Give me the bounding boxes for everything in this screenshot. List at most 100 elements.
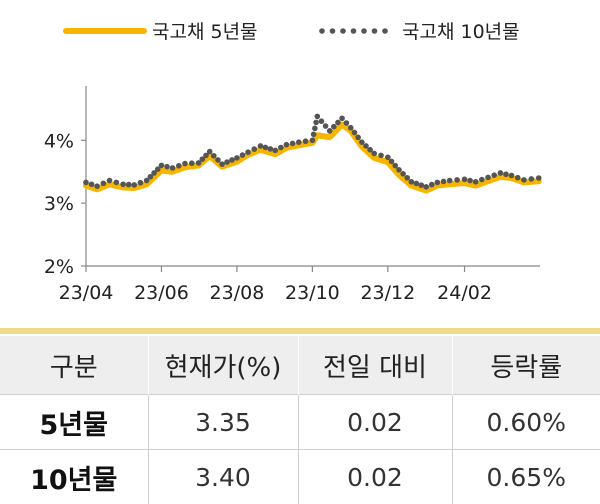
series-dot-10y: [423, 184, 429, 190]
series-dot-10y: [396, 167, 402, 173]
series-dot-10y: [472, 178, 479, 185]
series-dot-10y: [326, 128, 333, 134]
legend-swatch-10y: [371, 28, 378, 34]
price-10y: 3.40: [148, 449, 299, 504]
rate-5y: 0.60%: [452, 394, 600, 450]
y-tick-label: 2%: [44, 256, 74, 278]
series-dot-10y: [485, 174, 491, 181]
series-dot-10y: [521, 177, 527, 183]
legend-label-10y: 국고채 10년물: [402, 21, 520, 43]
series-dot-10y: [514, 174, 521, 181]
series-dot-10y: [479, 176, 485, 183]
series-dot-10y: [508, 172, 515, 179]
series-dot-10y: [94, 183, 100, 189]
series-dot-10y: [182, 160, 188, 167]
series-dot-10y: [175, 162, 182, 169]
series-dot-10y: [100, 180, 107, 187]
series-dot-10y: [385, 154, 391, 161]
series-dot-10y: [343, 120, 350, 126]
rate-10y: 0.65%: [452, 449, 600, 504]
series-dot-10y: [367, 146, 373, 153]
series-dot-10y: [318, 118, 325, 125]
table-row-10y: 10년물 3.40 0.02 0.65%: [0, 449, 600, 504]
table-top-rule: [0, 328, 600, 334]
series-dot-10y: [491, 172, 498, 178]
series-dot-10y: [234, 155, 240, 161]
series-dot-10y: [335, 119, 341, 126]
legend-swatch-10y: [319, 28, 325, 34]
legend-swatch-10y: [350, 28, 357, 34]
series-dot-10y: [392, 162, 399, 169]
series-dot-10y: [195, 160, 202, 166]
series-dot-10y: [147, 173, 154, 180]
yield-chart: 국고채 5년물 국고채 10년물 2% 3% 4% 23/04 23/06 23/08 23/…: [44, 21, 542, 304]
series-dot-10y: [120, 181, 126, 188]
series-dot-10y: [378, 152, 384, 159]
header-change: 전일 대비: [298, 336, 453, 395]
series-dot-10y: [169, 165, 176, 171]
series-dot-10y: [151, 170, 157, 176]
series-dot-10y: [454, 177, 460, 183]
header-current-price: 현재가(%): [148, 336, 299, 395]
series-dot-10y: [413, 180, 420, 187]
table-row-5y: 5년물 3.35 0.02 0.60%: [0, 394, 600, 450]
series-dot-10y: [418, 182, 425, 188]
x-tick-label: 24/02: [437, 282, 492, 304]
legend-swatch-10y: [382, 28, 388, 34]
change-10y: 0.02: [298, 449, 453, 504]
series-dot-10y: [355, 134, 361, 141]
series-dot-10y: [106, 177, 113, 184]
series-dot-10y: [131, 182, 138, 188]
series-dot-10y: [347, 124, 354, 131]
series-dot-10y: [113, 179, 120, 186]
series-dot-10y: [215, 157, 221, 163]
price-5y: 3.35: [148, 394, 299, 450]
legend-swatch-10y: [340, 28, 346, 34]
legend-swatch-10y: [361, 28, 367, 34]
series-dot-10y: [302, 138, 309, 145]
series-dot-10y: [211, 152, 217, 159]
legend-label-5y: 국고채 5년물: [152, 21, 258, 43]
y-tick-label: 4%: [44, 130, 74, 152]
series-dot-10y: [440, 178, 447, 185]
series-dot-10y: [446, 177, 453, 184]
series-dot-10y: [239, 152, 246, 158]
y-tick-label: 3%: [44, 193, 74, 215]
series-dot-10y: [339, 115, 345, 122]
series-dot-10y: [528, 176, 535, 182]
series-dot-10y: [400, 171, 406, 177]
series-dot-10y: [331, 123, 337, 130]
series-dot-10y: [257, 143, 264, 149]
series-dot-10y: [428, 181, 435, 188]
series-dot-10y: [143, 177, 150, 184]
x-tick-label: 23/06: [134, 282, 189, 304]
series-dot-10y: [88, 181, 95, 188]
series-dot-10y: [229, 157, 235, 163]
change-5y: 0.02: [298, 394, 453, 450]
series-dot-10y: [267, 146, 274, 152]
x-tick-label: 23/08: [210, 282, 265, 304]
yield-summary-table: 구분 현재가(%) 전일 대비 등락률 5년물 3.35 0.02 0.60% …: [0, 336, 600, 504]
series-dot-10y: [313, 119, 319, 126]
series-dot-10y: [289, 140, 296, 147]
series-dot-10y: [251, 146, 258, 152]
series-dot-10y: [351, 129, 358, 136]
series-dot-10y: [363, 143, 369, 149]
row-label-10y: 10년물: [0, 449, 149, 504]
series-dot-10y: [278, 144, 284, 151]
series-dot-10y: [535, 175, 542, 181]
series-dot-10y: [359, 139, 365, 145]
series-dot-10y: [125, 181, 132, 188]
series-dot-10y: [404, 174, 411, 181]
series-dot-10y: [164, 163, 170, 170]
series-dot-10y: [503, 171, 509, 178]
series-dot-10y: [188, 160, 195, 167]
series-dot-10y: [295, 139, 302, 145]
series-dot-10y: [137, 179, 144, 186]
x-tick-label: 23/04: [59, 282, 114, 304]
chart-axes: 2% 3% 4% 23/04 23/06 23/08 23/10 23/12 24/02: [44, 86, 540, 304]
series-dot-10y: [461, 176, 468, 183]
series-dot-10y: [158, 162, 165, 169]
series-dot-10y: [467, 177, 473, 184]
series-dot-10y: [388, 158, 395, 165]
